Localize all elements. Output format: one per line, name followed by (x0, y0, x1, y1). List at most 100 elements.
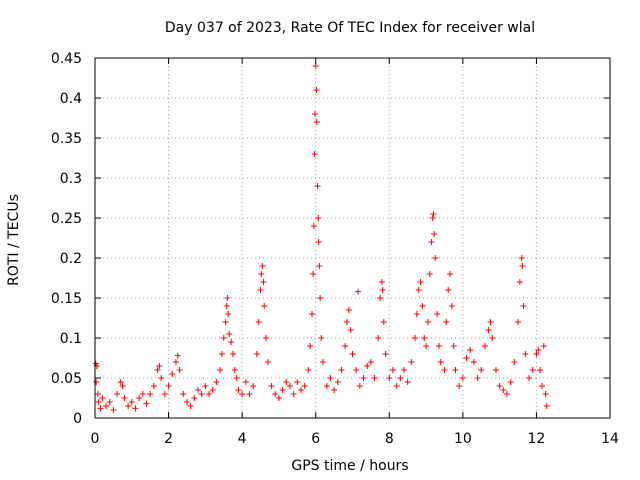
data-point (257, 287, 264, 293)
data-point (481, 343, 488, 349)
data-point (314, 183, 321, 189)
data-point (380, 319, 387, 325)
data-point (504, 391, 510, 397)
data-point (334, 379, 341, 385)
data-point (235, 387, 242, 393)
data-point (94, 391, 101, 397)
data-point (103, 403, 110, 409)
data-point (349, 351, 356, 357)
data-point (187, 403, 194, 409)
data-point (487, 319, 494, 325)
data-point (542, 391, 549, 397)
data-point (448, 303, 455, 309)
data-point (360, 375, 367, 381)
data-point (345, 307, 352, 313)
data-point (174, 352, 181, 359)
data-point (93, 379, 100, 385)
data-point (320, 359, 327, 365)
data-point (445, 287, 452, 293)
data-point (239, 391, 246, 397)
data-point (430, 211, 437, 217)
data-point (264, 359, 271, 365)
data-point (386, 375, 393, 381)
data-point (310, 223, 317, 229)
data-point (165, 383, 172, 389)
data-point (478, 367, 485, 373)
data-point (298, 387, 304, 393)
data-point (125, 403, 132, 409)
data-point (217, 367, 224, 373)
data-point (195, 387, 201, 393)
data-point (156, 363, 163, 369)
data-point (511, 359, 518, 365)
data-point (443, 319, 450, 325)
y-tick-label: 0.1 (60, 331, 82, 347)
data-point (540, 343, 547, 349)
data-point (408, 359, 415, 365)
data-point (441, 367, 448, 373)
data-point (158, 375, 165, 381)
data-point (424, 319, 431, 325)
data-point (286, 383, 293, 389)
data-point (515, 319, 522, 325)
data-point (526, 375, 533, 381)
x-axis-label: GPS time / hours (291, 458, 408, 474)
data-point (327, 375, 334, 381)
data-point (143, 400, 150, 407)
y-tick-label: 0.35 (51, 131, 82, 147)
data-point (250, 383, 257, 389)
data-point (268, 383, 275, 389)
data-point (371, 375, 378, 381)
data-point (356, 383, 363, 389)
data-point (535, 347, 542, 353)
data-point (428, 239, 435, 245)
data-point (224, 295, 231, 301)
tick-marks (94, 57, 611, 419)
data-point (172, 359, 179, 365)
data-point (231, 367, 238, 373)
x-tick-label: 10 (454, 431, 472, 447)
y-tick-label: 0.3 (60, 171, 82, 187)
data-point (367, 359, 374, 365)
data-point (450, 343, 457, 349)
data-point (389, 367, 396, 373)
data-point (417, 279, 424, 285)
data-point (315, 215, 322, 221)
data-point (516, 279, 523, 285)
data-point (459, 375, 466, 381)
data-point (222, 319, 229, 325)
data-point (382, 351, 389, 357)
data-point (379, 287, 386, 293)
data-point (426, 271, 433, 277)
data-point (128, 399, 135, 405)
data-point (283, 379, 290, 385)
data-point (180, 391, 187, 397)
data-point (378, 279, 385, 285)
data-point (228, 339, 235, 345)
data-point (132, 405, 139, 412)
data-points (92, 63, 550, 413)
plot-frame (94, 57, 611, 419)
data-point (154, 367, 161, 373)
data-point (313, 119, 320, 125)
data-point (529, 367, 536, 373)
data-point (496, 383, 503, 389)
data-point (225, 311, 232, 317)
data-point (223, 303, 230, 309)
data-point (294, 379, 301, 385)
data-point (218, 351, 225, 357)
data-point (520, 303, 527, 309)
data-point (311, 151, 318, 157)
data-point (317, 295, 324, 301)
chart-title: Day 037 of 2023, Rate Of TEC Index for r… (165, 20, 535, 36)
data-point (198, 391, 205, 397)
data-point (311, 111, 318, 117)
data-point (323, 383, 330, 389)
data-point (431, 231, 438, 237)
data-point (474, 375, 481, 381)
data-point (456, 383, 463, 389)
data-point (150, 383, 157, 389)
data-point (423, 343, 430, 349)
data-point (97, 405, 104, 412)
